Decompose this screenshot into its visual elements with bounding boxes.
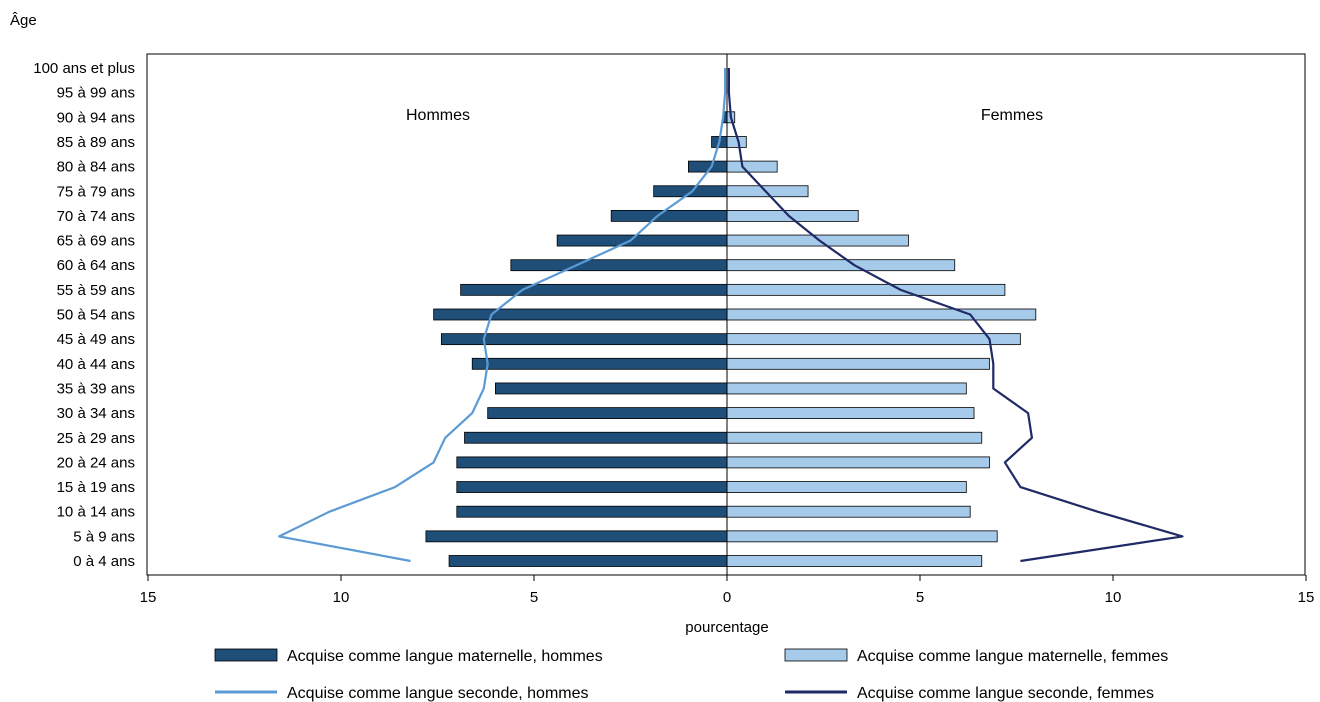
- bar-left-4: [456, 456, 728, 469]
- line-left: [278, 68, 727, 563]
- x-tick-label: 10: [333, 589, 350, 606]
- plot-frame: [146, 53, 1306, 576]
- y-tick-label: 95 à 99 ans: [57, 85, 135, 102]
- legend-swatch-1: [784, 648, 848, 662]
- y-tick-label: 65 à 69 ans: [57, 233, 135, 250]
- bar-left-13: [556, 234, 728, 247]
- legend-swatch-0: [214, 648, 278, 662]
- x-tick-label: 10: [1105, 589, 1122, 606]
- y-tick-label: 40 à 44 ans: [57, 356, 135, 373]
- y-tick-label: 15 à 19 ans: [57, 479, 135, 496]
- bar-right-15: [726, 185, 809, 198]
- bar-left-6: [487, 407, 728, 420]
- bar-right-9: [726, 333, 1021, 346]
- y-tick-label: 75 à 79 ans: [57, 183, 135, 200]
- legend: Acquise comme langue maternelle, hommes A…: [214, 648, 1168, 702]
- legend-label-0: Acquise comme langue maternelle, hommes: [287, 648, 603, 665]
- y-tick-label: 70 à 74 ans: [57, 208, 135, 225]
- bar-left-10: [433, 308, 728, 321]
- bar-right-16: [726, 160, 778, 173]
- y-tick-label: 30 à 34 ans: [57, 405, 135, 422]
- bar-right-6: [726, 407, 975, 420]
- bar-right-4: [726, 456, 990, 469]
- y-tick-label: 20 à 24 ans: [57, 454, 135, 471]
- bar-left-11: [460, 283, 728, 296]
- x-tick-labels: 15 10 5 0 5 10 15: [140, 575, 1315, 606]
- legend-label-2: Acquise comme langue seconde, hommes: [287, 685, 589, 702]
- bar-right-10: [726, 308, 1037, 321]
- bar-right-11: [726, 283, 1006, 296]
- y-tick-label: 100 ans et plus: [33, 60, 135, 77]
- bar-left-1: [425, 530, 728, 543]
- y-tick-label: 85 à 89 ans: [57, 134, 135, 151]
- bar-right-2: [726, 505, 971, 518]
- y-tick-label: 35 à 39 ans: [57, 380, 135, 397]
- bar-left-14: [610, 209, 728, 222]
- x-tick-label: 15: [1298, 589, 1315, 606]
- y-tick-label: 25 à 29 ans: [57, 430, 135, 447]
- bar-left-5: [464, 431, 728, 444]
- line-right: [727, 68, 1184, 563]
- y-tick-label: 45 à 49 ans: [57, 331, 135, 348]
- y-tick-label: 90 à 94 ans: [57, 109, 135, 126]
- bar-left-8: [471, 357, 728, 370]
- bar-right-3: [726, 481, 967, 493]
- plot-area: [146, 53, 1306, 576]
- x-tick-label: 5: [916, 589, 924, 606]
- y-tick-label: 50 à 54 ans: [57, 307, 135, 324]
- bar-left-0: [448, 555, 728, 567]
- bar-left-7: [494, 382, 728, 395]
- y-tick-labels: 0 à 4 ans 5 à 9 ans 10 à 14 ans 15 à 19 ans…: [33, 60, 135, 570]
- y-axis-title: Âge: [10, 12, 37, 29]
- bar-left-12: [510, 259, 728, 272]
- bar-right-13: [726, 234, 909, 247]
- bar-right-12: [726, 259, 956, 272]
- y-tick-label: 10 à 14 ans: [57, 504, 135, 521]
- x-axis-title: pourcentage: [685, 619, 768, 636]
- y-tick-label: 5 à 9 ans: [73, 528, 135, 545]
- y-tick-label: 80 à 84 ans: [57, 159, 135, 176]
- bar-right-1: [726, 530, 998, 543]
- hommes-label: Hommes: [406, 107, 470, 124]
- bar-right-0: [726, 555, 983, 567]
- y-tick-label: 55 à 59 ans: [57, 282, 135, 299]
- bar-left-15: [653, 185, 728, 198]
- y-tick-label: 0 à 4 ans: [73, 553, 135, 570]
- bar-left-2: [456, 505, 728, 518]
- x-tick-label: 5: [530, 589, 538, 606]
- legend-label-3: Acquise comme langue seconde, femmes: [857, 685, 1154, 702]
- femmes-label: Femmes: [981, 107, 1043, 124]
- bar-right-5: [726, 431, 983, 444]
- y-tick-label: 60 à 64 ans: [57, 257, 135, 274]
- bar-left-3: [456, 481, 728, 493]
- legend-label-1: Acquise comme langue maternelle, femmes: [857, 648, 1168, 665]
- bar-right-8: [726, 357, 990, 370]
- bar-right-7: [726, 382, 967, 395]
- x-tick-label: 0: [723, 589, 731, 606]
- x-tick-label: 15: [140, 589, 157, 606]
